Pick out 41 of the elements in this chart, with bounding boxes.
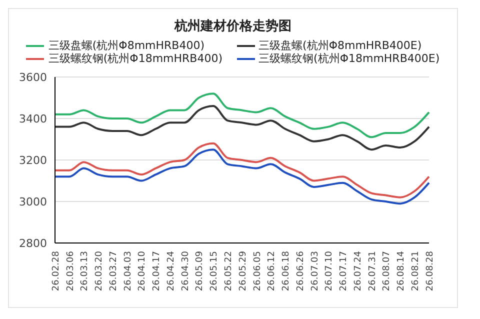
x-tick-label: 26.06.18 xyxy=(282,250,292,292)
x-tick-label: 26.06.26 xyxy=(296,250,306,292)
x-tick-label: 26.05.15 xyxy=(210,251,220,292)
x-tick-label: 26.04.17 xyxy=(152,251,162,292)
x-tick-label: 26.06.05 xyxy=(252,251,263,292)
x-tick-label: 26.07.31 xyxy=(368,251,378,292)
x-tick-label: 26.04.03 xyxy=(123,251,134,292)
legend-label: 三级盘螺(杭州Φ8mmHRB400E) xyxy=(258,39,422,52)
x-tick-label: 26.06.12 xyxy=(267,251,278,292)
x-tick-label: 26.04.24 xyxy=(166,250,176,292)
x-tick-label: 26.05.29 xyxy=(238,250,248,292)
legend-label: 三级螺纹钢(杭州Φ18mmHRB400E) xyxy=(258,52,440,65)
x-tick-label: 26.07.17 xyxy=(339,251,350,292)
x-tick-label: 26.08.21 xyxy=(411,251,422,292)
x-tick-label: 26.04.10 xyxy=(138,250,148,292)
x-tick-label: 26.02.28 xyxy=(51,250,62,292)
x-tick-label: 26.04.30 xyxy=(180,250,191,292)
legend-label: 三级盘螺(杭州Φ8mmHRB400) xyxy=(48,39,205,52)
x-tick-label: 26.07.03 xyxy=(310,251,320,292)
x-tick-label: 26.03.13 xyxy=(80,251,90,292)
x-tick-label: 26.05.09 xyxy=(195,250,206,292)
x-tick-label: 26.05.22 xyxy=(224,251,234,292)
x-tick-label: 26.07.10 xyxy=(324,250,335,292)
line-series xyxy=(54,148,430,205)
x-tick-label: 26.03.27 xyxy=(108,251,119,292)
x-tick-label: 26.08.14 xyxy=(396,250,407,292)
y-tick-label: 2800 xyxy=(19,236,47,250)
legend-label: 三级螺纹钢(杭州Φ18mmHRB400) xyxy=(48,52,223,65)
y-tick-label: 3600 xyxy=(19,70,47,84)
y-tick-label: 3200 xyxy=(19,154,47,167)
x-tick-label: 26.08.07 xyxy=(382,251,392,292)
x-tick-label: 26.03.06 xyxy=(66,250,76,292)
y-tick-label: 3400 xyxy=(19,112,47,126)
chart-title: 杭州建材价格走势图 xyxy=(173,18,292,35)
line-series xyxy=(54,105,430,151)
x-tick-label: 26.03.20 xyxy=(94,250,105,292)
x-tick-label: 26.07.24 xyxy=(353,250,364,292)
x-tick-label: 26.08.28 xyxy=(425,250,436,292)
y-tick-label: 3000 xyxy=(19,195,47,208)
line-series xyxy=(54,92,430,138)
line-series xyxy=(54,142,430,198)
